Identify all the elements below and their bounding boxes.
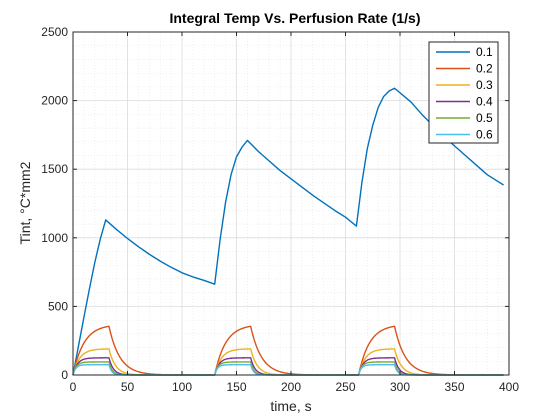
x-tick-labels: 0 50 100 150 200 250 300 350 400: [70, 380, 520, 394]
legend-label: 0.5: [476, 111, 493, 125]
legend-label: 0.6: [476, 128, 493, 142]
legend-label: 0.4: [476, 95, 493, 109]
x-tick-label: 200: [281, 380, 301, 394]
x-tick-label: 250: [335, 380, 355, 394]
series-line-1: [72, 87, 504, 376]
x-tick-label: 0: [70, 380, 77, 394]
x-tick-label: 100: [172, 380, 192, 394]
legend-label: 0.2: [476, 62, 493, 76]
x-tick-label: 300: [390, 380, 410, 394]
legend-label: 0.3: [476, 78, 493, 92]
y-tick-labels: 0 500 1000 1500 2000 2500: [41, 25, 68, 382]
y-tick-label: 2000: [41, 94, 68, 108]
y-tick-label: 1500: [41, 162, 68, 176]
x-tick-label: 50: [121, 380, 135, 394]
x-axis-title: time, s: [270, 398, 311, 414]
x-tick-label: 150: [226, 380, 246, 394]
chart-title: Integral Temp Vs. Perfusion Rate (1/s): [169, 10, 420, 26]
y-tick-label: 0: [61, 368, 68, 382]
y-axis-title: Tint, °C*mm2: [17, 161, 33, 244]
y-tick-label: 2500: [41, 25, 68, 39]
y-tick-label: 500: [48, 299, 68, 313]
legend-box: [428, 41, 499, 144]
series-line-2: [72, 325, 504, 376]
x-tick-label: 400: [499, 380, 519, 394]
legend-label: 0.1: [476, 45, 493, 59]
axis-ticks: [72, 31, 510, 376]
y-tick-label: 1000: [41, 231, 68, 245]
legend: 0.1 0.2 0.3 0.4 0.5 0.6: [428, 41, 499, 144]
x-tick-label: 350: [444, 380, 464, 394]
